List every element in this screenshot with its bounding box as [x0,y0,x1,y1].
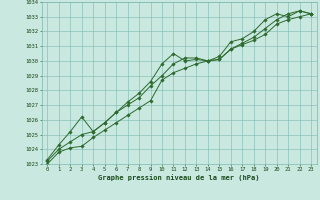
X-axis label: Graphe pression niveau de la mer (hPa): Graphe pression niveau de la mer (hPa) [99,174,260,181]
